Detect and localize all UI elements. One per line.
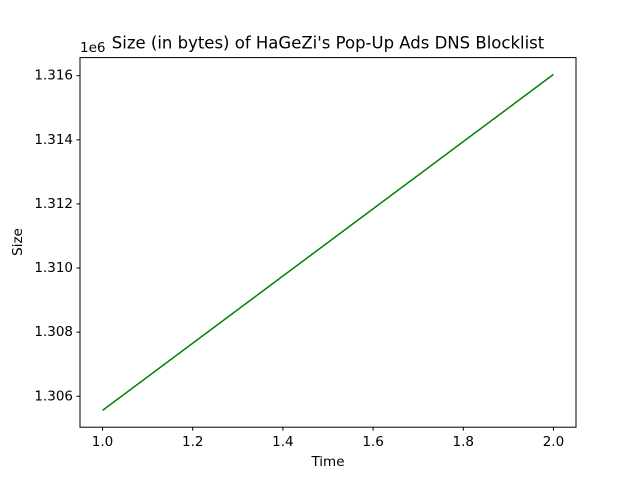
- y-tick-label: 1.314: [34, 132, 73, 148]
- y-tick-label: 1.308: [34, 324, 73, 340]
- x-tick-label: 1.2: [182, 434, 203, 450]
- y-tick-label: 1.316: [34, 68, 73, 84]
- y-axis-label: Size: [10, 228, 26, 256]
- chart-title: Size (in bytes) of HaGeZi's Pop-Up Ads D…: [112, 34, 545, 53]
- y-tick-label: 1.312: [34, 196, 73, 212]
- axes-frame: [79, 57, 577, 428]
- x-tick-label: 1.8: [453, 434, 474, 450]
- x-tick-label: 1.0: [92, 434, 113, 450]
- line-series: [102, 73, 554, 412]
- y-tick-label: 1.306: [34, 388, 73, 404]
- y-offset-label: 1e6: [80, 40, 105, 56]
- x-tick-label: 2.0: [543, 434, 564, 450]
- x-tick-label: 1.6: [362, 434, 383, 450]
- y-tick-label: 1.310: [34, 260, 73, 276]
- x-axis-label: Time: [310, 454, 344, 470]
- x-tick-label: 1.4: [272, 434, 293, 450]
